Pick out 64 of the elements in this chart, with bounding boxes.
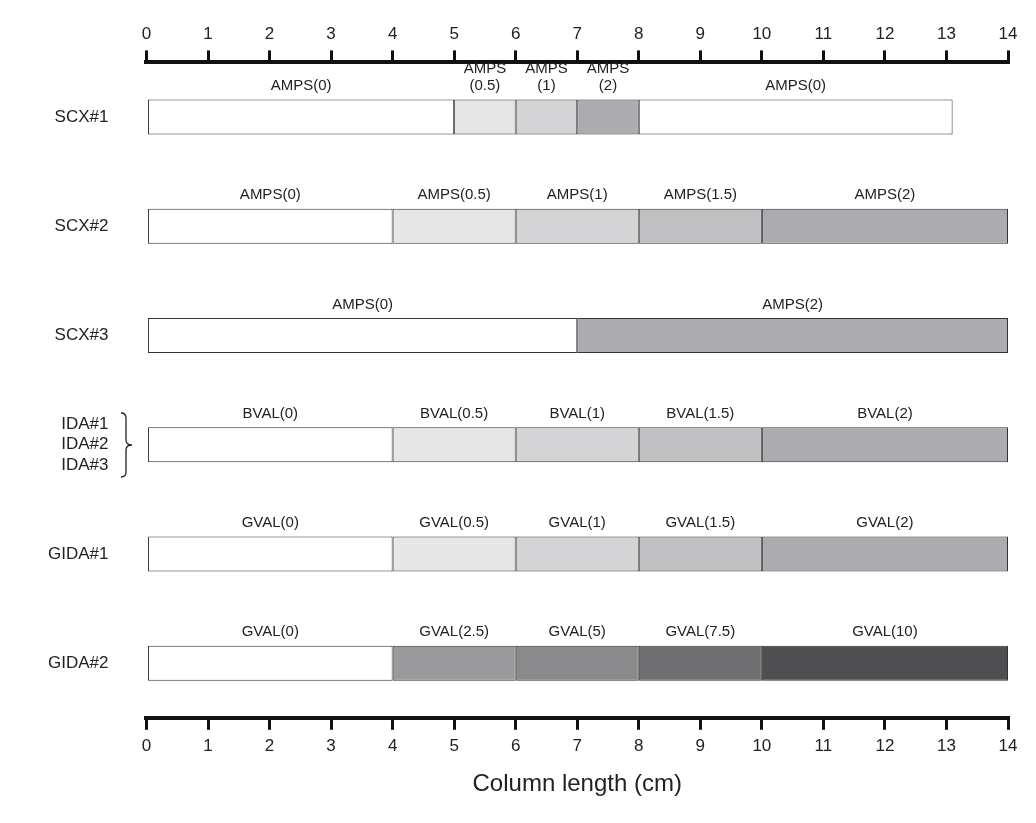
x2-tick-label: 2 xyxy=(264,735,275,755)
x2-tick-label: 9 xyxy=(695,735,706,755)
x-tick-label: 13 xyxy=(937,23,956,43)
series-label: AMPS(0) xyxy=(239,185,301,203)
x-tick-label: 10 xyxy=(752,23,772,43)
series-label: AMPS(1.5) xyxy=(663,185,737,203)
x-tick-label: 4 xyxy=(387,23,398,43)
series-label: AMPS(0) xyxy=(270,76,332,94)
series-label: AMPS(0) xyxy=(332,294,394,312)
series-label: BVAL(0) xyxy=(242,403,299,421)
x2-tick-label: 14 xyxy=(998,735,1018,755)
x-tick-label: 12 xyxy=(875,23,895,43)
x2-tick-label: 4 xyxy=(387,735,398,755)
series-label: BVAL(2) xyxy=(857,403,913,421)
series-label: AMPS(0.5) xyxy=(417,185,491,203)
x2-tick-label: 7 xyxy=(572,735,582,755)
x-tick-label: 2 xyxy=(264,23,275,43)
x2-tick-label: 5 xyxy=(449,735,459,755)
y-tick-label: GIDA#1 xyxy=(47,543,109,563)
x-tick-label: 8 xyxy=(634,23,644,43)
y-tick-label: GIDA#2 xyxy=(47,652,109,672)
series-label: AMPS (2) xyxy=(586,59,630,94)
x2-tick-label: 0 xyxy=(141,735,152,755)
x-tick-label: 1 xyxy=(203,23,213,43)
y-tick-label: SCX#2 xyxy=(54,215,109,235)
x2-tick-label: 1 xyxy=(203,735,213,755)
series-label: GVAL(1) xyxy=(548,513,606,531)
series-label: GVAL(2) xyxy=(856,513,914,531)
x-tick-label: 3 xyxy=(326,23,336,43)
y-tick-label: IDA#1 IDA#2 IDA#3 xyxy=(61,414,109,474)
x-axis-title: Column length (cm) xyxy=(472,769,682,797)
x2-tick-label: 8 xyxy=(634,735,644,755)
series-label: AMPS(2) xyxy=(762,294,824,312)
x-tick-label: 11 xyxy=(814,23,833,43)
y-tick-label: SCX#1 xyxy=(54,106,109,126)
series-label: BVAL(1.5) xyxy=(666,403,735,421)
x2-tick-label: 3 xyxy=(326,735,336,755)
x-tick-label: 6 xyxy=(510,23,521,43)
x-tick-label: 14 xyxy=(998,23,1018,43)
series-label: GVAL(0.5) xyxy=(419,513,490,531)
x-tick-label: 5 xyxy=(449,23,459,43)
x-tick-label: 7 xyxy=(572,23,582,43)
x2-tick-label: 6 xyxy=(510,735,521,755)
series-label: AMPS (0.5) xyxy=(463,59,507,94)
x-tick-label: 0 xyxy=(141,23,152,43)
x-tick-label: 9 xyxy=(695,23,706,43)
series-label: AMPS (1) xyxy=(525,59,568,94)
series-label: GVAL(7.5) xyxy=(665,622,736,640)
series-label: AMPS(0) xyxy=(765,76,827,94)
series-label: GVAL(0) xyxy=(241,513,299,531)
x2-tick-label: 13 xyxy=(937,735,956,755)
series-label: GVAL(1.5) xyxy=(665,513,736,531)
x2-tick-label: 12 xyxy=(875,735,895,755)
y-tick-label: SCX#3 xyxy=(54,325,109,345)
x2-tick-label: 11 xyxy=(814,735,833,755)
series-label: GVAL(10) xyxy=(852,622,918,640)
series-label: AMPS(2) xyxy=(854,185,916,203)
series-label: BVAL(0.5) xyxy=(420,403,489,421)
series-label: GVAL(5) xyxy=(548,622,606,640)
series-label: GVAL(2.5) xyxy=(419,622,490,640)
series-label: GVAL(0) xyxy=(241,622,299,640)
x2-tick-label: 10 xyxy=(752,735,772,755)
series-label: AMPS(1) xyxy=(546,185,608,203)
series-label: BVAL(1) xyxy=(549,403,606,421)
